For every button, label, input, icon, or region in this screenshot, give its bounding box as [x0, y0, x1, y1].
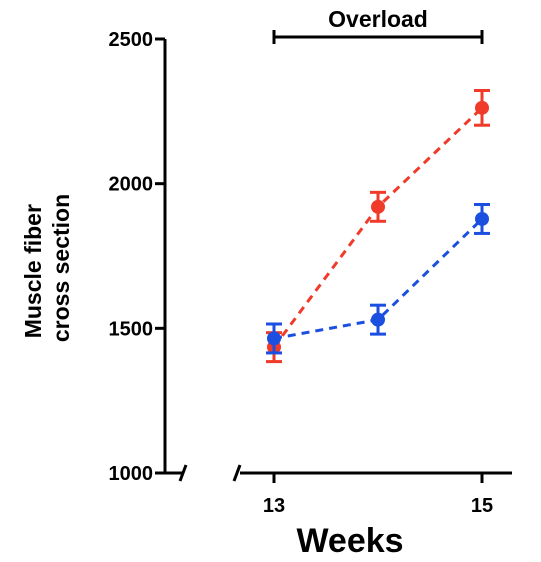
series-0-point-15 [475, 100, 489, 115]
x-tick-label-13: 13 [263, 495, 285, 517]
y-tick-label-1000: 1000 [109, 463, 154, 485]
series-0-point-14 [371, 199, 385, 214]
y-axis-title-line-1: Muscle fiber [20, 204, 46, 338]
x-tick-label-15: 15 [471, 495, 493, 517]
overload-annotation: Overload [272, 6, 484, 44]
overload-label: Overload [328, 6, 428, 32]
y-tick-label-2000: 2000 [109, 174, 154, 196]
y-axis-break-mark [178, 464, 188, 482]
y-axis-title-line-2: cross section [48, 194, 74, 342]
y-tick-label-2500: 2500 [109, 29, 154, 51]
y-ticks: 1000 1500 2000 2500 [109, 29, 165, 485]
x-axis-break-mark [232, 464, 242, 482]
series-1-point-13 [267, 331, 281, 346]
series-1-point-15 [475, 211, 489, 226]
y-tick-label-1500: 1500 [109, 318, 154, 340]
series-1-point-14 [371, 312, 385, 327]
x-ticks: 13 15 [263, 473, 493, 517]
x-axis-title: Weeks [296, 522, 403, 560]
series-layer [266, 89, 490, 364]
y-axis-title: Muscle fiber cross section [20, 194, 74, 342]
axis-break-marks [156, 464, 242, 482]
series-1 [266, 202, 490, 355]
axes: 1000 1500 2000 2500 13 15 [109, 29, 512, 517]
